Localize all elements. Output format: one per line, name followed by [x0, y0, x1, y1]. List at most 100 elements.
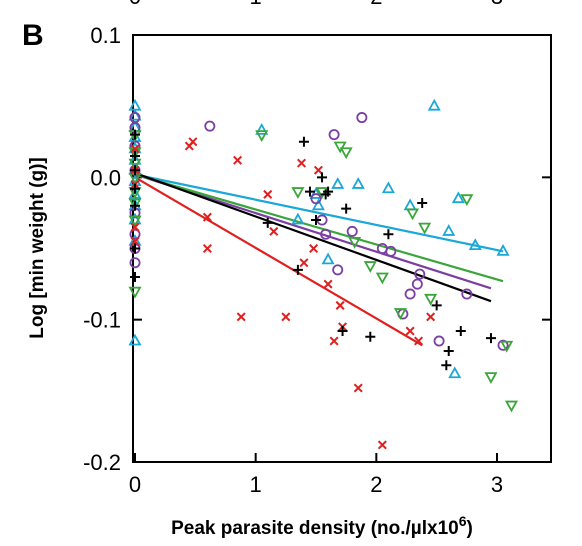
x-tick-label: 3	[491, 472, 503, 497]
fit-line	[134, 173, 504, 253]
data-point	[365, 331, 376, 342]
data-point	[130, 165, 140, 176]
data-point	[353, 383, 363, 393]
data-point	[500, 340, 514, 353]
data-point	[233, 155, 243, 165]
fit-line	[134, 173, 504, 283]
data-point	[455, 326, 466, 337]
data-point	[375, 272, 389, 285]
x-tick-label: 2	[370, 472, 382, 497]
data-point	[377, 440, 387, 450]
data-point	[320, 228, 332, 240]
data-point	[337, 326, 348, 337]
data-point	[298, 136, 309, 147]
data-point	[431, 300, 442, 311]
data-point	[128, 286, 142, 299]
top-panel-tick-labels: 0 1 2 3	[129, 0, 503, 9]
data-point	[262, 217, 273, 228]
data-point	[424, 293, 438, 306]
data-point	[130, 222, 140, 232]
data-point	[427, 98, 441, 111]
data-point	[188, 137, 198, 147]
data-point	[321, 252, 335, 265]
top-tick-label: 2	[370, 0, 382, 9]
data-point	[414, 268, 426, 280]
data-point	[405, 326, 415, 336]
data-point	[351, 177, 365, 189]
data-point	[441, 360, 452, 371]
data-point	[356, 112, 368, 124]
data-point	[323, 279, 333, 289]
data-point	[496, 243, 510, 256]
data-point	[130, 243, 140, 254]
data-point	[291, 212, 305, 225]
data-point	[341, 203, 352, 214]
data-point	[485, 333, 496, 344]
data-point	[414, 336, 424, 346]
data-point	[385, 245, 397, 257]
data-point	[497, 339, 509, 351]
data-point	[484, 372, 498, 384]
y-axis-label: Log [min weight (g)]	[27, 157, 48, 339]
data-point	[346, 225, 358, 237]
data-point	[381, 181, 395, 194]
data-point	[403, 198, 417, 211]
x-axis-label-close: )	[467, 518, 473, 539]
data-point	[323, 186, 334, 197]
data-point	[130, 144, 140, 154]
data-point	[461, 288, 473, 300]
data-point	[130, 271, 140, 282]
data-point	[433, 335, 445, 347]
axes: 0 1 2 3 -0.2 -0.1 0.0 0.1	[83, 23, 551, 497]
data-point	[309, 243, 319, 254]
data-point	[348, 236, 362, 249]
data-point	[442, 224, 456, 236]
data-point	[328, 129, 340, 141]
data-point	[263, 189, 273, 199]
data-point	[317, 172, 328, 183]
fit-lines	[134, 172, 504, 347]
data-point	[313, 165, 323, 175]
data-point	[460, 194, 474, 207]
data-point	[128, 215, 142, 228]
data-point	[335, 300, 345, 310]
data-point	[128, 333, 142, 346]
data-point	[418, 222, 432, 235]
data-point	[363, 261, 377, 273]
fit-line	[134, 176, 423, 347]
data-point	[333, 141, 347, 154]
data-point	[128, 98, 142, 111]
data-point	[130, 129, 140, 140]
data-point	[130, 200, 140, 211]
data-point	[339, 147, 353, 160]
data-point	[383, 229, 394, 240]
data-point	[269, 226, 279, 236]
top-tick-label: 0	[129, 0, 141, 9]
data-point	[129, 228, 141, 240]
data-point	[130, 236, 140, 246]
data-point	[329, 336, 339, 346]
data-point	[504, 400, 519, 413]
data-point	[202, 212, 212, 222]
x-axis-label-superscript: 6	[459, 513, 467, 529]
data-point	[128, 108, 142, 121]
data-point	[255, 130, 269, 142]
data-point	[130, 183, 140, 194]
data-point	[129, 257, 141, 269]
data-point	[426, 312, 436, 322]
data-point	[291, 187, 305, 199]
x-tick-label: 1	[250, 472, 262, 497]
y-tick-label: -0.2	[83, 450, 121, 475]
data-point	[309, 187, 323, 199]
data-point	[411, 278, 423, 290]
data-point	[128, 212, 142, 225]
data-point	[281, 312, 291, 322]
data-point	[202, 243, 212, 254]
data-point	[304, 186, 315, 197]
data-point	[393, 308, 407, 320]
data-point	[292, 264, 303, 275]
y-tick-label: -0.1	[83, 308, 121, 333]
data-point	[468, 238, 482, 251]
data-point	[310, 193, 322, 205]
x-axis-label-main: Peak parasite density (no./µlx10	[171, 518, 459, 539]
